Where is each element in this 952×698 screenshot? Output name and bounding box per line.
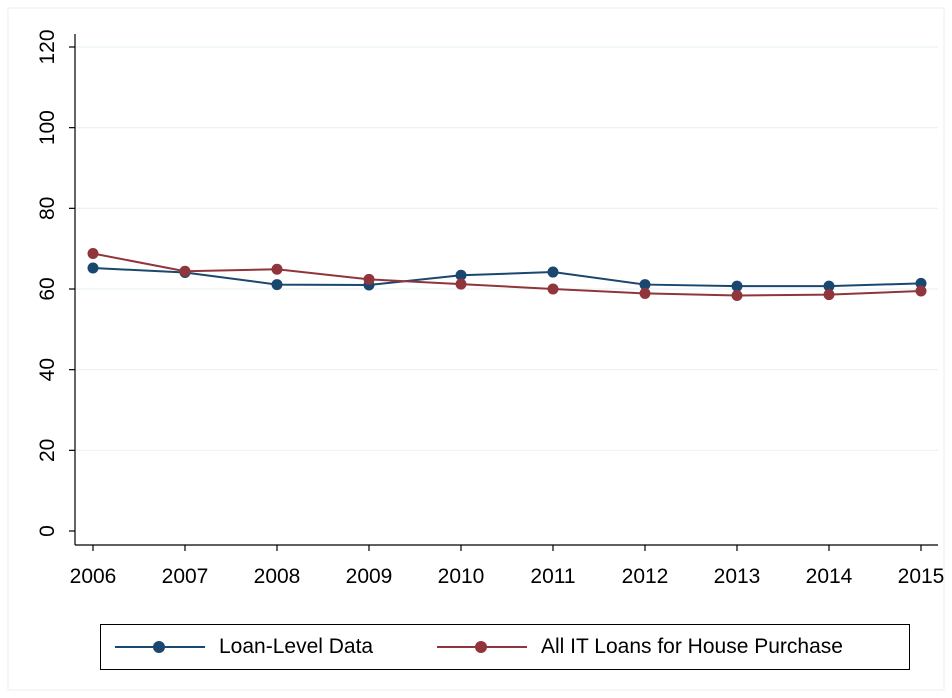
data-point-loan-level (823, 280, 835, 292)
plot-background (7, 7, 945, 691)
series-line-loan-level (92, 267, 922, 288)
data-point-loan-level (731, 280, 743, 292)
data-point-all-it-loans (179, 265, 191, 277)
gridlines (76, 46, 938, 451)
legend-label-loan-level: Loan-Level Data (219, 635, 374, 658)
data-point-all-it-loans (915, 285, 927, 297)
y-tick-label: 100 (36, 110, 59, 145)
x-tick-label: 2013 (714, 565, 761, 588)
y-tick-label: 60 (36, 277, 59, 300)
data-point-all-it-loans (87, 248, 99, 260)
legend-key-all-it-loans (437, 640, 527, 654)
legend-label-all-it-loans: All IT Loans for House Purchase (541, 635, 843, 658)
x-tick-label: 2010 (438, 565, 485, 588)
data-point-all-it-loans (455, 278, 467, 290)
data-point-all-it-loans (547, 283, 559, 295)
data-point-all-it-loans (823, 289, 835, 301)
x-axis-ticks: 2006 2007 2008 2009 2010 2011 2012 2013 2014 2015 (70, 545, 945, 588)
data-point-loan-level (547, 266, 559, 278)
x-tick-label: 2012 (622, 565, 669, 588)
data-point-loan-level (271, 279, 283, 291)
y-tick-label: 80 (36, 197, 59, 220)
data-point-all-it-loans (363, 273, 375, 285)
series-group (87, 248, 927, 301)
x-tick-label: 2015 (898, 565, 945, 588)
y-tick-label: 40 (36, 358, 59, 381)
legend-key-loan-level (115, 640, 205, 654)
data-point-loan-level (455, 269, 467, 281)
data-point-loan-level (639, 279, 651, 291)
data-point-loan-level (915, 277, 927, 289)
y-tick-label: 20 (36, 439, 59, 462)
x-tick-label: 2008 (254, 565, 301, 588)
x-tick-label: 2011 (530, 565, 575, 588)
legend: Loan-Level Data All IT Loans for House P… (100, 624, 910, 670)
data-point-all-it-loans (731, 289, 743, 301)
series-line-all-it-loans (92, 252, 922, 297)
y-axis-ticks: 0 20 40 60 80 100 120 (36, 29, 75, 537)
data-point-loan-level (87, 262, 99, 274)
y-tick-label: 120 (36, 29, 59, 64)
y-tick-label: 0 (36, 525, 59, 537)
legend-entry-all-it-loans: All IT Loans for House Purchase (437, 625, 843, 669)
data-point-all-it-loans (639, 287, 651, 299)
data-point-all-it-loans (271, 263, 283, 275)
x-tick-label: 2014 (806, 565, 853, 588)
legend-entry-loan-level: Loan-Level Data (115, 625, 373, 669)
x-tick-label: 2009 (346, 565, 393, 588)
x-tick-label: 2007 (162, 565, 209, 588)
x-tick-label: 2006 (70, 565, 117, 588)
